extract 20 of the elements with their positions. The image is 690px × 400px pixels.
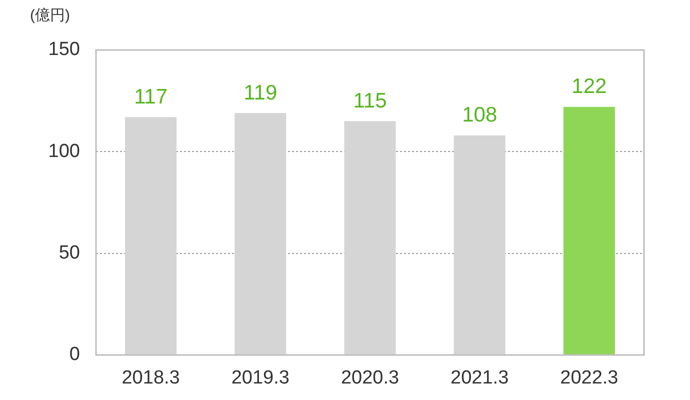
y-tick-label: 50 — [58, 242, 80, 264]
x-tick-label: 2020.3 — [340, 368, 400, 389]
x-tick-label: 2021.3 — [450, 368, 509, 389]
y-tick-label: 100 — [48, 140, 80, 162]
data-label: 115 — [353, 89, 387, 112]
y-tick-label: 150 — [48, 39, 80, 60]
data-label: 108 — [462, 104, 498, 127]
y-axis-title: (億円) — [30, 6, 70, 25]
data-label: 122 — [572, 75, 607, 98]
x-tick-label: 2022.3 — [560, 368, 618, 389]
bar — [454, 135, 506, 354]
x-tick-label: 2019.3 — [231, 368, 290, 389]
y-tick-label: 0 — [69, 344, 80, 366]
data-label: 117 — [134, 85, 168, 108]
x-tick-label: 2018.3 — [122, 368, 180, 389]
bar — [234, 113, 286, 354]
data-label: 119 — [244, 81, 278, 104]
bar — [563, 106, 615, 354]
bar — [125, 117, 177, 354]
bar — [344, 121, 396, 354]
